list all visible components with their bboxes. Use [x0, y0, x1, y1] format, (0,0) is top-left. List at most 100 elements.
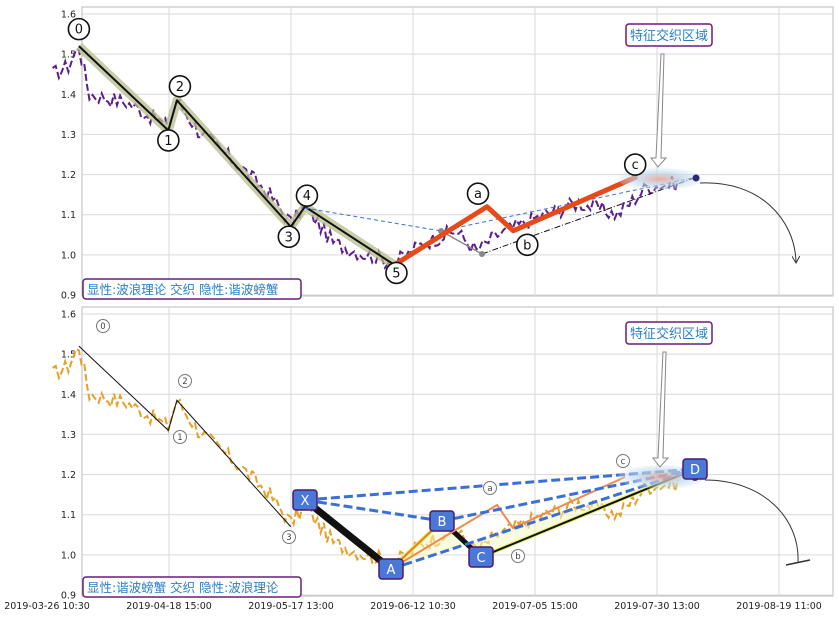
small-wave-label-text: 3	[286, 533, 291, 543]
top-gray-connector	[440, 230, 483, 255]
wave-label-4: 4	[295, 184, 319, 207]
bottom-forecast-arrow	[704, 479, 799, 563]
top-callout: 特征交织区域	[625, 23, 713, 47]
small-wave-label-b: b	[511, 549, 525, 563]
small-wave-label-text: b	[515, 552, 520, 562]
x-tick-label: 2019-05-17 13:00	[248, 601, 334, 612]
bottom-forecast-end	[785, 559, 811, 566]
wave-label-text: b	[523, 238, 531, 253]
harmonic-point-text: B	[438, 515, 447, 530]
x-tick-label: 2019-04-18 15:00	[126, 601, 212, 612]
top-callout-arrow	[649, 53, 668, 168]
bottom-callout-text: 特征交织区域	[630, 326, 708, 342]
x-tick-label: 2019-08-19 11:00	[736, 601, 822, 612]
wave-label-text: a	[474, 187, 482, 202]
small-wave-label-3: 3	[282, 530, 296, 544]
y-tick-label: 1.5	[61, 350, 76, 361]
small-wave-label-text: 1	[177, 433, 182, 443]
wave-label-2: 2	[168, 75, 192, 98]
x-tick-label: 2019-07-05 15:00	[492, 601, 578, 612]
top-gray-dot	[479, 251, 485, 257]
bottom-orange-correction	[390, 476, 626, 570]
harmonic-point-B: B	[429, 510, 455, 532]
y-tick-label: 1.0	[61, 550, 76, 561]
y-tick-label: 0.9	[61, 291, 76, 302]
wave-label-3: 3	[277, 225, 301, 249]
harmonic-point-text: A	[387, 563, 396, 578]
bottom-y-tick-labels: 0.9 1.0 1.1 1.2 1.3 1.4 1.5 1.6	[61, 310, 76, 602]
wave-label-text: c	[632, 158, 639, 173]
small-wave-label-text: c	[621, 457, 626, 467]
bottom-x-tick-labels: 2019-03-26 10:30 2019-04-18 15:00 2019-05-…	[4, 601, 822, 612]
bottom-wave-labels: 0 1 2 3 a b c	[96, 319, 630, 563]
y-tick-label: 1.3	[61, 430, 76, 441]
top-projection-4-b	[304, 207, 442, 232]
wave-label-text: 1	[164, 134, 172, 149]
y-tick-label: 1.5	[61, 50, 76, 61]
y-tick-label: 1.6	[61, 10, 76, 21]
bottom-callout-arrow	[651, 351, 670, 468]
wave-label-1: 1	[157, 129, 180, 152]
harmonic-point-text: C	[476, 551, 485, 566]
small-wave-label-text: a	[487, 484, 492, 494]
y-tick-label: 1.2	[61, 470, 76, 481]
wave-label-0: 0	[67, 17, 91, 41]
small-wave-label-text: 2	[182, 377, 187, 387]
x-tick-label: 2019-07-30 13:00	[614, 601, 700, 612]
wave-label-text: 5	[392, 266, 400, 281]
top-y-tick-labels: 0.9 1.0 1.1 1.2 1.3 1.4 1.5 1.6	[61, 10, 76, 302]
small-wave-label-1: 1	[173, 430, 187, 444]
bottom-wave-line	[78, 345, 292, 528]
harmonic-point-D: D	[682, 458, 708, 480]
top-panel: 0.9 1.0 1.1 1.2 1.3 1.4 1.5 1.6 0 1 2 3 4 5 a b c 特征交织区…	[52, 6, 834, 302]
bottom-legend-text: 显性:谐波螃蟹 交织 隐性:波浪理论	[87, 580, 279, 595]
wave-label-a: a	[466, 182, 490, 205]
harmonic-point-X: X	[292, 489, 318, 511]
small-wave-label-0: 0	[96, 319, 110, 333]
y-tick-label: 1.0	[61, 250, 76, 261]
wave-label-text: 2	[176, 80, 184, 95]
wave-label-text: 3	[285, 230, 293, 245]
harmonic-point-C: C	[468, 546, 494, 568]
y-tick-label: 1.6	[61, 310, 76, 321]
y-tick-label: 1.1	[61, 510, 76, 521]
small-wave-label-a: a	[483, 481, 497, 495]
harmonic-point-labels: X A B C D	[292, 458, 708, 580]
wave-label-text: 0	[75, 23, 83, 38]
wave-label-c: c	[623, 153, 647, 176]
bottom-callout: 特征交织区域	[625, 321, 713, 345]
wave-label-b: b	[515, 233, 539, 257]
wave-label-5: 5	[385, 261, 408, 285]
bottom-price-line	[52, 347, 680, 572]
harmonic-point-text: D	[690, 463, 700, 478]
harmonic-xb-dash	[304, 498, 443, 523]
bottom-panel: 0.9 1.0 1.1 1.2 1.3 1.4 1.5 1.6 2019-03-26 10:3…	[4, 306, 834, 612]
top-zone-dot	[692, 174, 700, 182]
y-tick-label: 1.4	[61, 390, 76, 401]
wave-label-text: 4	[303, 189, 311, 204]
small-wave-label-2: 2	[178, 374, 192, 388]
bottom-plot-area	[81, 306, 834, 597]
top-legend-text: 显性:波浪理论 交织 隐性:谐波螃蟹	[87, 282, 278, 297]
top-wave-labels: 0 1 2 3 4 5 a b c	[67, 17, 647, 285]
top-correction-line	[393, 174, 639, 268]
top-wave-line	[78, 45, 395, 266]
top-forecast-arrow	[699, 182, 796, 262]
small-wave-label-c: c	[616, 454, 630, 468]
small-wave-label-text: 0	[100, 322, 105, 332]
harmonic-black-legs	[302, 497, 394, 572]
top-plot-area	[81, 6, 834, 297]
top-legend: 显性:波浪理论 交织 隐性:谐波螃蟹	[82, 278, 302, 300]
y-tick-label: 1.4	[61, 90, 76, 101]
y-tick-label: 1.2	[61, 170, 76, 181]
bottom-gridlines	[82, 307, 833, 596]
x-tick-label: 2019-06-12 10:30	[370, 601, 456, 612]
harmonic-point-A: A	[378, 558, 404, 580]
y-tick-label: 1.3	[61, 130, 76, 141]
harmonic-point-text: X	[301, 494, 310, 509]
bottom-legend: 显性:谐波螃蟹 交织 隐性:波浪理论	[82, 576, 302, 598]
y-tick-label: 1.1	[61, 210, 76, 221]
y-tick-label: 0.9	[61, 591, 76, 602]
top-callout-text: 特征交织区域	[630, 28, 708, 44]
